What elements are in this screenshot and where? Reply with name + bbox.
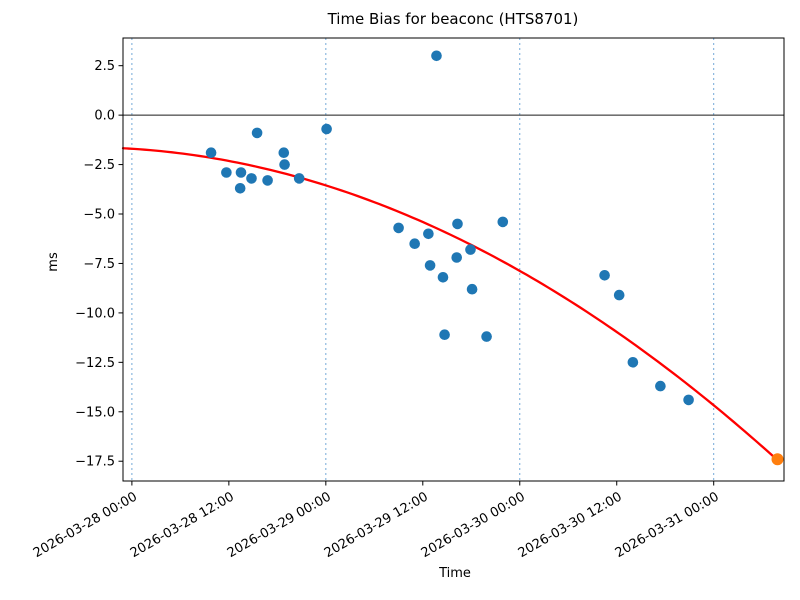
scatter-point	[293, 173, 305, 184]
y-tick-label: 2.5	[94, 59, 115, 74]
quadratic-fit-curve	[121, 147, 779, 462]
scatter-point	[627, 357, 639, 368]
scatter-point	[481, 331, 492, 342]
scatter-point	[262, 175, 273, 186]
scatter-point	[599, 270, 610, 281]
highlight-point	[771, 453, 784, 466]
scatter-point	[279, 159, 290, 170]
y-tick-label: −2.5	[83, 158, 115, 173]
scatter-point	[452, 218, 463, 230]
scatter-point	[251, 127, 263, 139]
scatter-point	[393, 222, 404, 234]
chart-title: Time Bias for beaconc (HTS8701)	[327, 10, 579, 28]
y-tick-label: −15.0	[75, 405, 115, 420]
y-tick-label: −5.0	[83, 208, 115, 223]
y-tick-label: −7.5	[83, 257, 115, 272]
scatter-point	[451, 252, 463, 263]
scatter-point	[221, 167, 232, 178]
scatter-point	[466, 283, 478, 295]
scatter-point	[465, 244, 476, 255]
scatter-point	[321, 123, 332, 135]
scatter-point	[497, 216, 509, 228]
scatter-point	[235, 167, 247, 178]
scatter-point	[409, 238, 421, 249]
scatter-point	[423, 228, 434, 240]
scatter-point	[683, 394, 694, 406]
scatter-point	[424, 260, 436, 271]
y-tick-label: −17.5	[75, 455, 115, 470]
plot-border	[122, 37, 785, 482]
y-tick-label: −10.0	[75, 306, 115, 321]
y-tick-label: −12.5	[75, 356, 115, 371]
scatter-point	[431, 50, 442, 62]
scatter-point	[439, 329, 450, 341]
scatter-point	[246, 173, 257, 184]
scatter-point	[234, 183, 246, 194]
scatter-point	[655, 380, 666, 392]
y-axis-label: ms	[46, 252, 61, 272]
y-tick-label: 0.0	[94, 109, 115, 124]
scatter-point	[437, 272, 449, 283]
scatter-point	[278, 147, 290, 158]
scatter-point	[205, 147, 217, 158]
scatter-point	[613, 289, 625, 301]
x-axis-label: Time	[438, 566, 471, 581]
